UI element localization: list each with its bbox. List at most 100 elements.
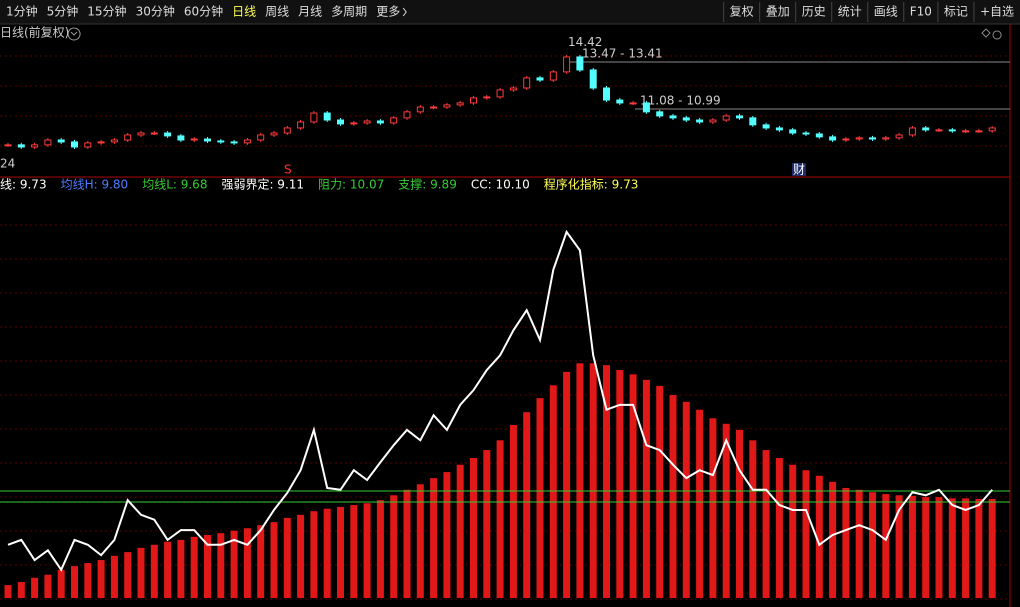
window-icons[interactable] xyxy=(981,28,1002,40)
period-tab[interactable]: 周线 xyxy=(265,5,289,19)
indicator-bar xyxy=(908,495,916,598)
candle xyxy=(709,119,717,123)
candle xyxy=(669,115,677,119)
indicator-bar xyxy=(775,458,783,598)
tool-button[interactable]: 历史 xyxy=(802,5,826,19)
indicator-bar xyxy=(164,541,172,598)
period-tab[interactable]: 5分钟 xyxy=(47,4,79,19)
indicator-bar xyxy=(603,365,610,598)
indicator-bar xyxy=(150,544,158,598)
indicator-bar xyxy=(669,395,677,598)
indicator-legend: 均线H: 9.80 xyxy=(61,178,129,192)
indicator-legend: 强弱界定: 9.11 xyxy=(221,177,304,192)
indicator-bar xyxy=(536,398,544,598)
indicator-bar xyxy=(749,440,757,598)
left-label: 24 xyxy=(0,157,15,171)
indicator-bar xyxy=(376,500,384,598)
candle xyxy=(217,140,225,143)
candle xyxy=(403,111,411,119)
candle xyxy=(230,141,238,144)
marker-s[interactable]: S xyxy=(284,163,292,177)
period-tab[interactable]: 多周期 xyxy=(331,5,367,19)
candle xyxy=(456,102,464,106)
indicator-bar xyxy=(71,566,78,598)
marker-cai[interactable]: 财 xyxy=(793,163,805,177)
indicator-legend: 支撑: 9.89 xyxy=(398,177,457,192)
indicator-bar xyxy=(110,555,118,598)
candle xyxy=(656,111,664,117)
indicator-bar xyxy=(616,370,624,598)
candle xyxy=(589,69,597,89)
indicator-bar xyxy=(962,498,970,598)
candle xyxy=(895,134,903,139)
period-tab[interactable]: 30分钟 xyxy=(136,4,175,19)
candle xyxy=(443,104,451,108)
period-tab[interactable]: 月线 xyxy=(298,5,322,19)
candle xyxy=(722,115,730,121)
indicator-bar xyxy=(270,522,278,598)
candle xyxy=(483,96,491,99)
indicator-bar xyxy=(137,547,145,598)
indicator-bar xyxy=(815,475,823,598)
candle xyxy=(44,139,52,146)
indicator-bar xyxy=(975,498,983,598)
indicator-bar xyxy=(17,582,25,598)
candle xyxy=(164,132,172,137)
candle xyxy=(137,132,145,136)
indicator-bar xyxy=(948,498,956,598)
candle xyxy=(363,120,371,124)
toolbar xyxy=(0,0,1020,24)
candle xyxy=(855,137,863,140)
tool-button[interactable]: 叠加 xyxy=(766,5,790,19)
tool-button[interactable]: 标记 xyxy=(944,5,968,19)
grid xyxy=(0,55,1010,600)
indicator-legend: 程序化指标: 9.73 xyxy=(544,177,639,192)
tool-button[interactable]: F10 xyxy=(910,5,932,19)
indicator-bar xyxy=(97,560,105,598)
indicator-bar xyxy=(230,530,238,598)
indicator-bar xyxy=(44,574,52,598)
candle xyxy=(549,71,557,81)
indicator-bar xyxy=(350,505,358,598)
candle xyxy=(882,137,890,140)
indicator-bar xyxy=(337,506,344,598)
more-chevron[interactable] xyxy=(402,7,407,17)
indicator-bar xyxy=(762,450,770,598)
candle xyxy=(177,135,185,141)
candle xyxy=(97,141,105,144)
indicator-bar xyxy=(217,533,225,598)
indicator-legend: 均线L: 9.68 xyxy=(142,178,207,192)
candle xyxy=(536,77,544,81)
indicator-bar xyxy=(204,534,211,598)
indicator-bar xyxy=(390,495,398,598)
title-dropdown[interactable] xyxy=(67,27,81,41)
tool-button[interactable]: +自选 xyxy=(980,5,1014,19)
period-tab[interactable]: 更多 xyxy=(376,5,400,19)
candle xyxy=(869,137,876,140)
candle xyxy=(682,117,690,121)
indicator-bar xyxy=(576,363,584,598)
indicator-bar xyxy=(736,429,743,598)
candle xyxy=(310,112,318,123)
indicator-bar xyxy=(257,525,265,598)
candle xyxy=(749,117,757,126)
tool-button[interactable]: 复权 xyxy=(730,5,754,19)
indicator-bar xyxy=(882,494,890,598)
period-tab[interactable]: 1分钟 xyxy=(6,4,38,19)
tool-button[interactable]: 统计 xyxy=(838,5,862,19)
indicator-bar xyxy=(363,503,371,598)
indicator-bar xyxy=(642,379,650,598)
period-tab[interactable]: 日线 xyxy=(232,5,256,19)
period-tab[interactable]: 15分钟 xyxy=(87,4,126,19)
indicator-bar xyxy=(722,423,730,598)
tool-button[interactable]: 画线 xyxy=(874,5,898,19)
indicator-bar xyxy=(57,569,65,598)
period-tab[interactable]: 60分钟 xyxy=(184,4,223,19)
indicator-bar xyxy=(483,450,491,598)
candle xyxy=(376,120,384,124)
indicator-bar xyxy=(855,489,863,598)
indicator-bar xyxy=(443,472,451,598)
candle xyxy=(509,87,517,91)
candle xyxy=(31,144,39,148)
indicator-bar xyxy=(629,374,637,598)
